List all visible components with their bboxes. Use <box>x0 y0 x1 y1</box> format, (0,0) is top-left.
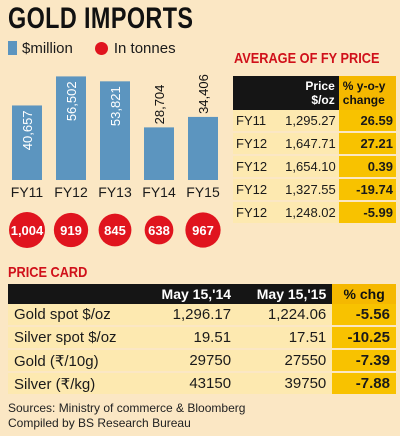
avg-row-change: -5.99 <box>338 201 396 225</box>
category-label: FY13 <box>98 184 132 200</box>
price-card-may15: 17.51 <box>237 326 333 350</box>
tonnes-dot-label: 919 <box>60 223 82 238</box>
bar-value-label: 53,821 <box>108 86 123 126</box>
bar-fy13 <box>100 81 130 180</box>
price-card-title: PRICE CARD <box>8 264 88 281</box>
legend-bar-swatch <box>8 41 17 55</box>
price-card-chg: -7.39 <box>332 349 396 373</box>
avg-change-header: % y-o-y change <box>338 76 396 110</box>
price-card-may14: 1,296.17 <box>141 304 238 327</box>
avg-fy-price-table: Price $/oz % y-o-y change FY11 1,295.27 26… <box>233 76 396 225</box>
price-card-chg-header: % chg <box>332 284 396 304</box>
price-card-item: Gold spot $/oz <box>8 304 142 327</box>
bar-fy14 <box>144 127 174 180</box>
tonnes-dot-label: 967 <box>192 223 214 238</box>
avg-row-change: -19.74 <box>338 178 396 202</box>
page-title: GOLD IMPORTS <box>8 2 194 35</box>
avg-table-header-row: Price $/oz % y-o-y change <box>233 76 396 110</box>
price-card-row: Silver spot $/oz 19.51 17.51 -10.25 <box>8 326 396 350</box>
tonnes-dot-fy13 <box>98 213 132 247</box>
avg-price-header: Price $/oz <box>233 76 339 110</box>
tonnes-dot-label: 845 <box>104 223 126 238</box>
avg-row-fy: FY11 <box>233 110 275 133</box>
bar-value-label: 28,704 <box>152 85 167 125</box>
avg-table-row: FY12 1,654.10 0.39 <box>233 155 396 179</box>
price-card-may14-header: May 15,'14 <box>141 284 238 304</box>
avg-row-fy: FY12 <box>233 155 275 179</box>
avg-table-row: FY12 1,248.02 -5.99 <box>233 201 396 225</box>
price-card-item-header <box>8 284 142 304</box>
price-card-item: Gold (₹/10g) <box>8 349 142 373</box>
avg-price-header-line2: $/oz <box>311 93 335 107</box>
price-card-chg: -10.25 <box>332 326 396 350</box>
avg-table-row: FY12 1,327.55 -19.74 <box>233 178 396 202</box>
avg-fy-price-title: AVERAGE OF FY PRICE <box>234 50 380 67</box>
avg-row-price: 1,295.27 <box>274 110 339 133</box>
tonnes-dot-fy12 <box>53 212 89 248</box>
price-card-may15-header: May 15,'15 <box>237 284 333 304</box>
avg-row-price: 1,654.10 <box>274 155 339 179</box>
gold-imports-chart: 40,657 FY11 1,004 56,502 FY12 919 53,821 FY13 84… <box>9 74 221 248</box>
sources-line: Sources: Ministry of commerce & Bloomber… <box>8 401 246 415</box>
price-card-item: Silver (₹/kg) <box>8 372 142 396</box>
price-card-header-row: May 15,'14 May 15,'15 % chg <box>8 284 396 304</box>
category-label: FY12 <box>54 184 88 200</box>
avg-row-price: 1,248.02 <box>274 201 339 225</box>
category-label: FY15 <box>186 184 220 200</box>
avg-row-fy: FY12 <box>233 178 275 202</box>
bar-value-label: 34,406 <box>196 74 211 114</box>
avg-row-change: 27.21 <box>338 132 396 156</box>
tonnes-dot-label: 1,004 <box>11 223 44 238</box>
avg-table-row: FY12 1,647.71 27.21 <box>233 132 396 156</box>
price-card-item: Silver spot $/oz <box>8 326 142 350</box>
avg-row-fy: FY12 <box>233 201 275 225</box>
tonnes-dot-fy14 <box>144 215 174 245</box>
avg-row-fy: FY12 <box>233 132 275 156</box>
legend-dot-label: In tonnes <box>113 39 176 57</box>
bar-value-label: 56,502 <box>64 81 79 121</box>
price-card-chg: -7.88 <box>332 372 396 396</box>
bar-fy12 <box>56 76 86 180</box>
legend-dot-swatch <box>94 41 108 55</box>
sources-note: Sources: Ministry of commerce & Bloomber… <box>8 401 245 431</box>
avg-row-price: 1,327.55 <box>274 178 339 202</box>
avg-row-price: 1,647.71 <box>274 132 339 156</box>
compiled-by-line: Compiled by BS Research Bureau <box>8 416 191 430</box>
price-card-row: Silver (₹/kg) 43150 39750 -7.88 <box>8 372 396 396</box>
price-card-may14: 29750 <box>141 349 238 373</box>
price-card-may15: 1,224.06 <box>237 304 333 327</box>
price-card-may15: 39750 <box>237 372 333 396</box>
avg-change-header-line2: change <box>342 93 385 107</box>
avg-row-change: 26.59 <box>338 110 396 133</box>
avg-row-change: 0.39 <box>338 155 396 179</box>
price-card-table: May 15,'14 May 15,'15 % chg Gold spot $/… <box>8 284 396 396</box>
price-card-may14: 19.51 <box>141 326 238 350</box>
price-card-row: Gold (₹/10g) 29750 27550 -7.39 <box>8 349 396 373</box>
bar-fy15 <box>188 116 218 180</box>
chart-legend: $million In tonnes <box>8 39 176 57</box>
category-label: FY14 <box>142 184 176 200</box>
price-card-row: Gold spot $/oz 1,296.17 1,224.06 -5.56 <box>8 304 396 327</box>
category-label: FY11 <box>11 184 44 200</box>
legend-bar-label: $million <box>22 39 73 57</box>
avg-table-row: FY11 1,295.27 26.59 <box>233 110 396 133</box>
bar-value-label: 40,657 <box>20 110 35 150</box>
tonnes-dot-label: 638 <box>148 223 170 238</box>
tonnes-dot-fy15 <box>185 212 221 248</box>
price-card-may14: 43150 <box>141 372 238 396</box>
bar-fy11 <box>12 105 42 180</box>
price-card-may15: 27550 <box>237 349 333 373</box>
price-card-chg: -5.56 <box>332 304 396 327</box>
tonnes-dot-fy11 <box>9 212 45 248</box>
avg-price-header-line1: Price <box>305 79 335 93</box>
avg-change-header-line1: % y-o-y <box>342 79 386 93</box>
